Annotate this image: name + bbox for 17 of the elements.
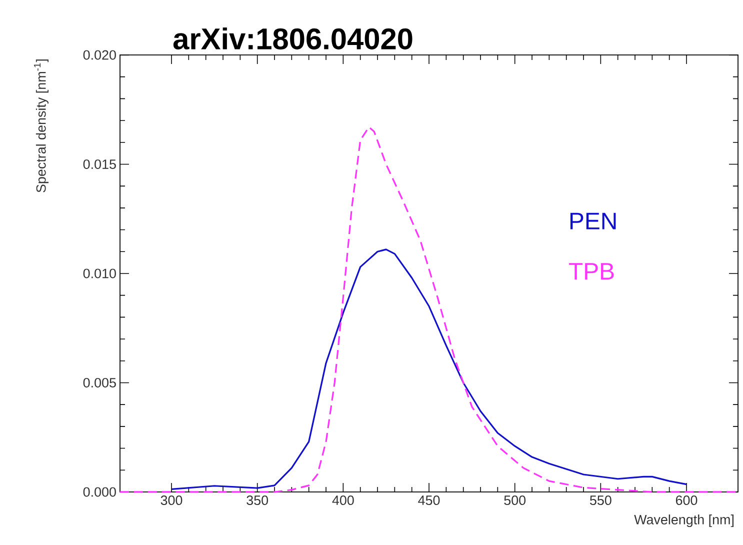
x-tick-label: 550	[590, 496, 612, 506]
y-axis-title: Spectral density [nm$^{-1}$]	[34, 59, 48, 192]
x-tick-label: 500	[504, 496, 526, 506]
x-tick-label: 300	[160, 496, 182, 506]
y-tick-label: 0.005	[83, 378, 116, 388]
x-tick-label: 400	[332, 496, 354, 506]
x-axis-title: Wavelength [nm]	[634, 514, 734, 528]
chart-title: arXiv:1806.04020	[173, 28, 412, 50]
x-tick-label: 450	[418, 496, 440, 506]
y-tick-label: 0.000	[83, 487, 116, 497]
y-tick-label: 0.020	[83, 50, 116, 60]
y-tick-label: 0.010	[83, 268, 116, 278]
text: PEN	[570, 212, 616, 230]
x-tick-label: 350	[246, 496, 268, 506]
y-tick-label: 0.015	[83, 159, 116, 169]
text: TPB	[569, 263, 614, 280]
x-tick-label: 600	[676, 496, 698, 506]
